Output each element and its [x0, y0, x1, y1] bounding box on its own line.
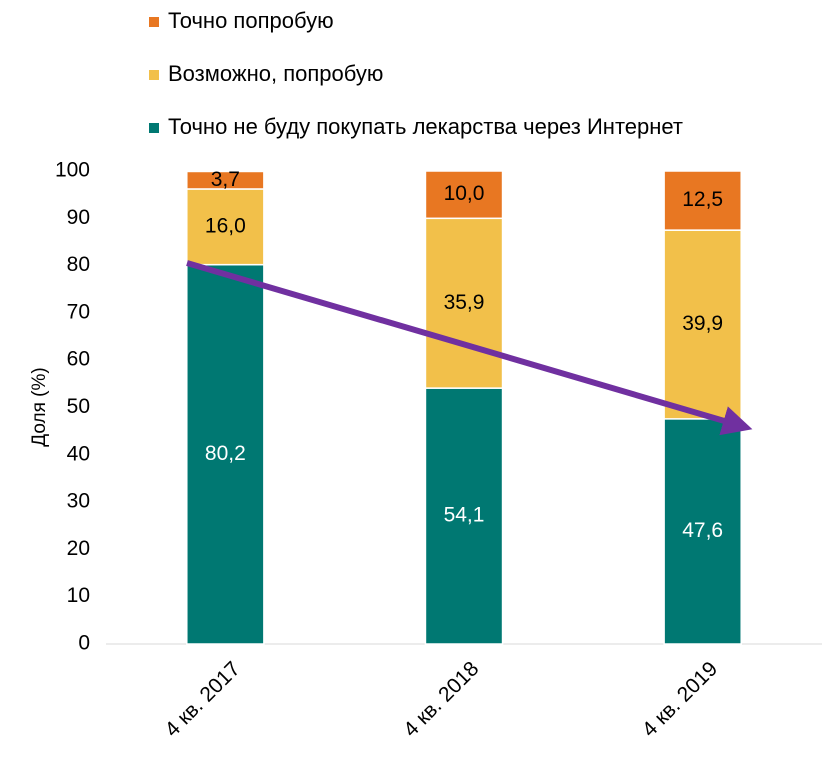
bar-segment — [424, 387, 504, 645]
y-tick-label: 0 — [78, 632, 90, 655]
y-tick-label: 60 — [67, 348, 90, 371]
x-tick-label: 4 кв. 2018 — [399, 657, 483, 741]
legend-label: Точно попробую — [168, 8, 334, 33]
bar-segment — [424, 170, 504, 220]
value-label: 10,0 — [444, 182, 485, 205]
bar-segment — [663, 229, 742, 420]
value-label: 39,9 — [682, 312, 723, 335]
value-label: 54,1 — [444, 504, 485, 527]
value-label: 3,7 — [211, 168, 240, 191]
y-tick-label: 20 — [67, 537, 90, 560]
value-label: 16,0 — [205, 214, 246, 237]
legend-label: Точно не буду покупать лекарства через И… — [168, 114, 683, 139]
x-tick-label: 4 кв. 2019 — [638, 657, 722, 741]
y-tick-label: 50 — [67, 395, 90, 418]
y-tick-label: 100 — [55, 159, 90, 182]
y-tick-label: 80 — [67, 253, 90, 276]
legend-swatch — [149, 123, 159, 133]
plot-area: 0 10 20 30 40 50 60 70 80 90 100 80,2 16,0 3,7 4 кв. 2… — [55, 159, 822, 742]
value-label: 12,5 — [682, 188, 723, 211]
y-tick-label: 90 — [67, 206, 90, 229]
bar-segment — [186, 263, 265, 645]
bar-segment — [186, 170, 265, 190]
x-tick-label: 4 кв. 2017 — [160, 657, 244, 741]
bar-segment — [186, 188, 265, 266]
y-tick-label: 70 — [67, 300, 90, 323]
bar-segment — [663, 170, 742, 231]
legend-swatch — [149, 17, 159, 27]
bar-segment — [424, 217, 504, 389]
y-tick-label: 40 — [67, 442, 90, 465]
bar-segment — [663, 418, 742, 645]
legend-label: Возможно, попробую — [168, 61, 383, 86]
legend-swatch — [149, 70, 159, 80]
y-axis-label: Доля (%) — [29, 367, 50, 446]
value-label: 35,9 — [444, 291, 485, 314]
value-label: 80,2 — [205, 442, 246, 465]
y-tick-label: 10 — [67, 584, 90, 607]
value-label: 47,6 — [682, 519, 723, 542]
y-tick-label: 30 — [67, 490, 90, 513]
trend-arrow — [186, 260, 753, 436]
